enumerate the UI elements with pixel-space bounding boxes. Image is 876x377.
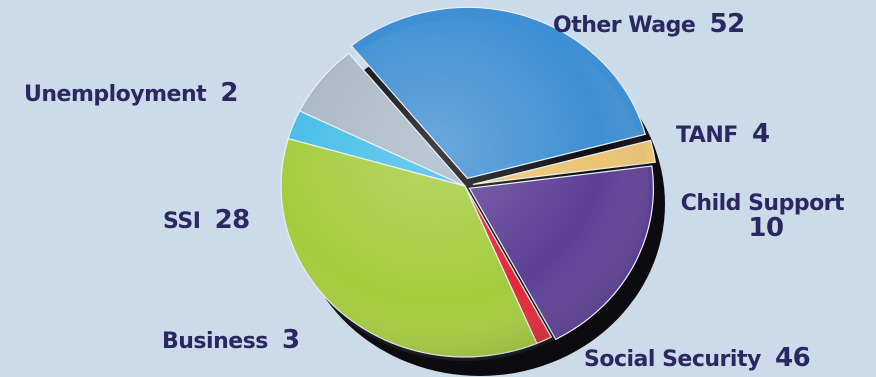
label-child-support-name: Child Support: [681, 191, 845, 216]
label-social-security: Social Security 46: [584, 343, 810, 373]
label-other-wage-value: 52: [709, 9, 744, 39]
label-unemployment: Unemployment 2: [24, 78, 238, 108]
label-tanf-name: TANF: [676, 123, 738, 148]
label-unemployment-value: 2: [220, 78, 238, 108]
label-business-value: 3: [282, 325, 300, 355]
label-ssi-value: 28: [215, 205, 250, 235]
label-other-wage: Other Wage 52: [553, 9, 745, 39]
label-business: Business 3: [162, 325, 300, 355]
label-tanf: TANF 4: [676, 119, 770, 149]
label-child-support-value: 10: [748, 213, 783, 243]
label-other-wage-name: Other Wage: [553, 13, 695, 38]
label-social-security-name: Social Security: [584, 347, 761, 372]
label-business-name: Business: [162, 329, 268, 354]
label-unemployment-name: Unemployment: [24, 82, 207, 107]
label-ssi-name: SSI: [163, 209, 200, 234]
label-ssi: SSI 28: [163, 205, 250, 235]
label-tanf-value: 4: [752, 119, 770, 149]
label-social-security-value: 46: [775, 343, 810, 373]
label-child-support: Child Support 10: [681, 191, 851, 243]
